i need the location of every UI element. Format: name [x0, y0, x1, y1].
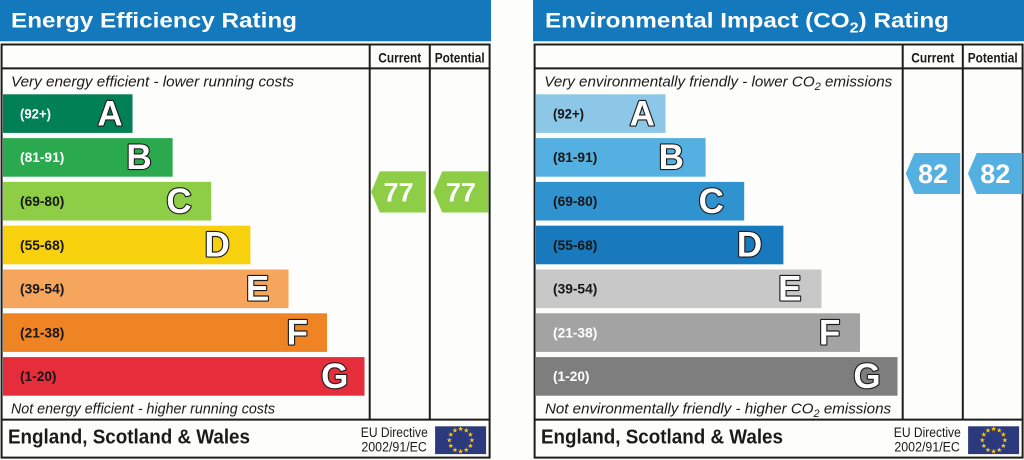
svg-text:Potential: Potential [435, 51, 485, 66]
svg-text:emissions: emissions [820, 400, 892, 417]
svg-text:2: 2 [813, 408, 820, 420]
svg-text:E: E [246, 270, 269, 309]
svg-text:A: A [97, 94, 122, 133]
svg-text:(69-80): (69-80) [20, 193, 64, 209]
svg-text:G: G [321, 357, 348, 396]
svg-text:Current: Current [911, 51, 954, 66]
svg-text:C: C [699, 182, 724, 221]
svg-text:2002/91/EC: 2002/91/EC [894, 439, 960, 454]
svg-text:E: E [778, 270, 801, 309]
svg-text:) Rating: ) Rating [859, 10, 949, 33]
svg-text:(1-20): (1-20) [553, 368, 590, 384]
svg-text:82: 82 [980, 159, 1010, 189]
svg-text:(69-80): (69-80) [553, 193, 597, 209]
svg-text:Environmental Impact (CO: Environmental Impact (CO [545, 10, 850, 33]
svg-text:(21-38): (21-38) [553, 324, 597, 340]
svg-text:(92+): (92+) [553, 105, 584, 121]
svg-text:England, Scotland & Wales: England, Scotland & Wales [8, 426, 250, 448]
svg-text:(21-38): (21-38) [20, 324, 64, 340]
svg-text:Not energy efficient - higher: Not energy efficient - higher running co… [11, 400, 275, 417]
svg-text:Very environmentally friendly: Very environmentally friendly - lower CO [544, 73, 815, 90]
svg-text:B: B [126, 138, 151, 177]
svg-text:(39-54): (39-54) [20, 281, 64, 297]
svg-text:emissions: emissions [821, 73, 893, 90]
svg-text:B: B [659, 138, 684, 177]
svg-text:(92+): (92+) [20, 105, 51, 121]
svg-text:(1-20): (1-20) [20, 368, 57, 384]
svg-text:Energy Efficiency Rating: Energy Efficiency Rating [11, 10, 297, 33]
svg-text:77: 77 [446, 178, 476, 208]
svg-text:Current: Current [378, 51, 421, 66]
svg-text:(39-54): (39-54) [553, 281, 597, 297]
svg-text:2: 2 [850, 21, 859, 37]
svg-text:(55-68): (55-68) [553, 237, 597, 253]
svg-text:D: D [205, 226, 230, 265]
svg-text:(55-68): (55-68) [20, 237, 64, 253]
svg-text:EU Directive: EU Directive [361, 425, 428, 440]
svg-text:G: G [853, 357, 880, 396]
svg-text:C: C [166, 182, 191, 221]
svg-text:F: F [287, 313, 308, 352]
svg-text:England, Scotland & Wales: England, Scotland & Wales [541, 426, 783, 448]
svg-text:A: A [630, 94, 655, 133]
svg-text:77: 77 [383, 178, 413, 208]
svg-text:Potential: Potential [968, 51, 1018, 66]
svg-text:Very energy efficient - lower: Very energy efficient - lower running co… [11, 73, 294, 90]
svg-text:82: 82 [918, 159, 948, 189]
svg-text:D: D [737, 226, 762, 265]
svg-text:F: F [819, 313, 840, 352]
svg-text:Not environmentally friendly -: Not environmentally friendly - higher CO [545, 400, 814, 417]
svg-text:EU Directive: EU Directive [894, 425, 961, 440]
svg-text:(81-91): (81-91) [20, 149, 64, 165]
svg-text:2002/91/EC: 2002/91/EC [361, 439, 427, 454]
svg-text:(81-91): (81-91) [553, 149, 597, 165]
svg-text:2: 2 [814, 81, 821, 93]
